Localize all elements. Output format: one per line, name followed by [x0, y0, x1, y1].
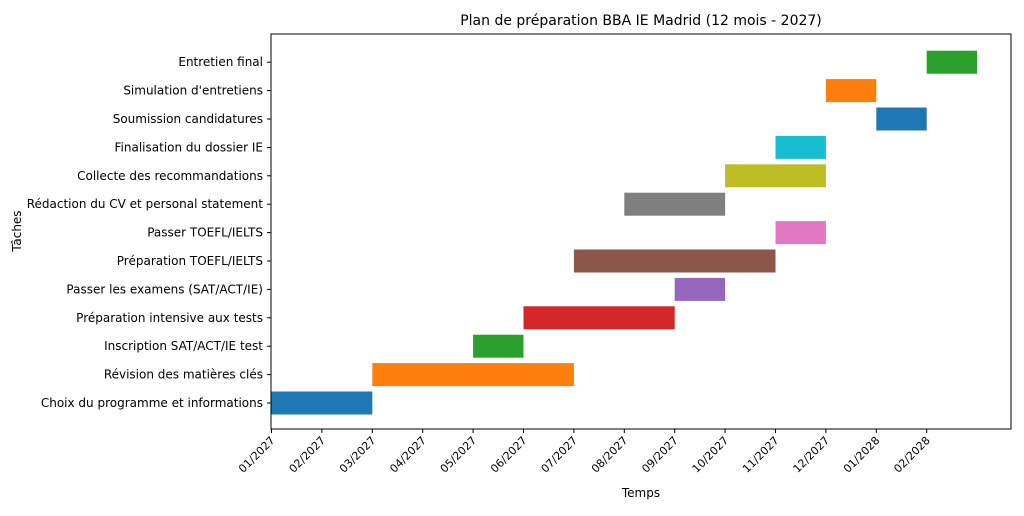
bar	[523, 306, 675, 330]
x-tick-label: 07/2027	[539, 434, 581, 476]
plot-frame	[270, 33, 1012, 430]
y-tick-label: Inscription SAT/ACT/IE test	[104, 339, 263, 353]
chart-title: Plan de préparation BBA IE Madrid (12 mo…	[460, 13, 822, 29]
x-axis: 01/2027 02/2027 03/2027 04/2027 05/2027 06/20…	[236, 429, 933, 475]
bar	[725, 164, 826, 188]
bar	[674, 277, 726, 301]
y-tick-label: Préparation TOEFL/IELTS	[117, 254, 263, 268]
x-axis-label: Temps	[621, 486, 660, 500]
x-tick-label: 04/2027	[387, 434, 429, 476]
bars-group	[271, 50, 978, 415]
y-tick-label: Collecte des recommandations	[77, 169, 263, 183]
bar	[876, 107, 927, 131]
x-tick-label: 02/2027	[287, 434, 329, 476]
x-tick-label: 01/2027	[236, 434, 278, 476]
y-tick-label: Passer TOEFL/IELTS	[147, 226, 263, 240]
y-tick-label: Entretien final	[178, 55, 263, 69]
y-tick-label: Simulation d'entretiens	[123, 84, 263, 98]
x-tick-label: 08/2027	[589, 434, 631, 476]
bar	[825, 79, 877, 103]
x-tick-label: 03/2027	[337, 434, 379, 476]
bar	[372, 363, 574, 387]
y-tick-label: Révision des matières clés	[104, 368, 263, 382]
bar	[573, 249, 776, 273]
y-axis-label: Tâches	[10, 210, 24, 252]
x-tick-label: 09/2027	[639, 434, 681, 476]
y-tick-label: Préparation intensive aux tests	[76, 311, 263, 325]
x-tick-label: 02/2028	[891, 434, 933, 476]
bar	[271, 391, 373, 415]
x-tick-label: 12/2027	[791, 434, 833, 476]
y-tick-label: Rédaction du CV et personal statement	[27, 197, 264, 211]
x-tick-label: 05/2027	[438, 434, 480, 476]
bar	[926, 50, 978, 74]
y-tick-label: Finalisation du dossier IE	[115, 140, 263, 154]
bar	[473, 334, 524, 358]
y-axis: Choix du programme et informations Révisi…	[27, 55, 271, 410]
bar	[775, 135, 826, 159]
x-tick-label: 01/2028	[841, 434, 883, 476]
y-tick-label: Choix du programme et informations	[41, 396, 263, 410]
x-tick-label: 06/2027	[488, 434, 530, 476]
x-tick-label: 11/2027	[740, 434, 782, 476]
x-tick-label: 10/2027	[690, 434, 732, 476]
bar	[775, 221, 826, 245]
bar	[624, 192, 726, 216]
y-tick-label: Soumission candidatures	[113, 112, 263, 126]
y-tick-label: Passer les examens (SAT/ACT/IE)	[66, 282, 263, 296]
